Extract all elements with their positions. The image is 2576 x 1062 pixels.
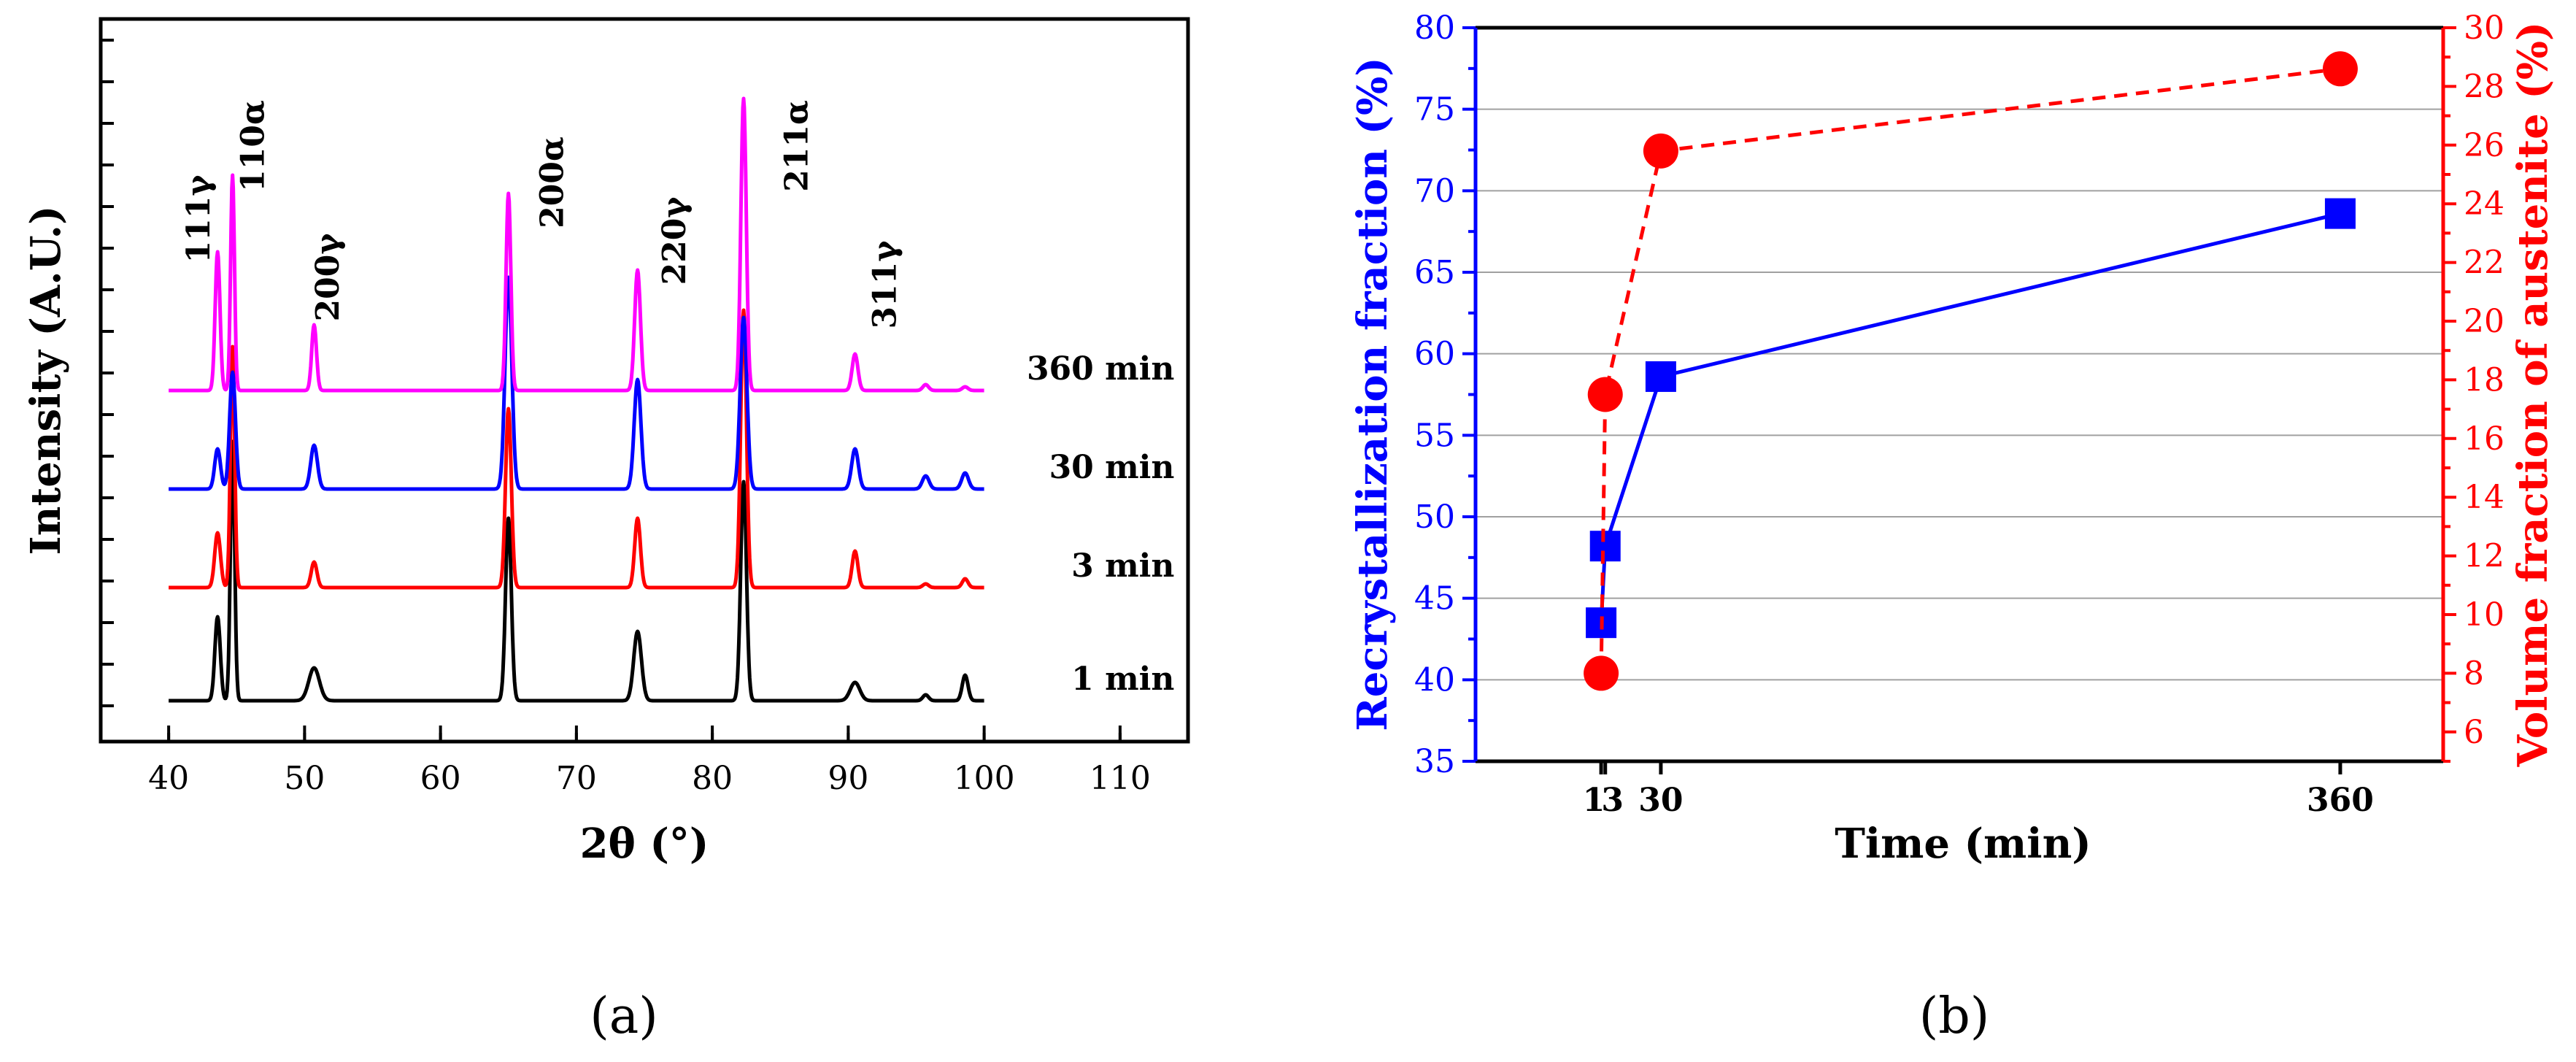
panel-a-series-label: 360 min: [1027, 350, 1174, 388]
panel-b-series-line-austenite: [1599, 66, 2341, 674]
panel-a-xrd-trace-0: [167, 439, 986, 703]
panel-b-left-ticks: 35 40 45 50 55 60 65 70 75 80: [1414, 9, 1476, 780]
panel-b-x-tick-label: 30: [1638, 782, 1683, 819]
panel-b-right-tick-label: 10: [2464, 596, 2504, 634]
panel-b-right-tick-label: 24: [2464, 185, 2504, 223]
panel-b-right-tick-label: 6: [2464, 714, 2484, 751]
panel-b-austenite-point: [1587, 377, 1623, 412]
panel-a-xrd-trace-2: [167, 275, 986, 491]
panel-b-left-tick-label: 55: [1414, 417, 1455, 454]
panel-b-recrystallization-point: [1645, 361, 1676, 392]
panel-a-x-tick-label: 90: [828, 760, 868, 797]
panel-a-x-tick-label: 80: [692, 760, 733, 797]
panel-b-left-tick-label: 60: [1414, 336, 1455, 373]
panel-b-right-tick-label: 22: [2464, 245, 2504, 282]
panel-a-peak-labels: 111γ 110α 200γ 200α 220γ 211α 311γ: [180, 100, 904, 328]
panel-b-gridlines: [1476, 108, 2443, 681]
panel-b-x-axis-title: Time (min): [1835, 820, 2091, 868]
panel-a-peak-label: 200α: [533, 136, 571, 228]
panel-a-peak-label: 311γ: [867, 240, 904, 329]
panel-b-series-line-recrystallization: [1599, 212, 2341, 623]
panel-a-x-tick-label: 50: [284, 760, 325, 797]
panel-b-left-tick-label: 50: [1414, 499, 1455, 536]
panel-b-x-tick-label: 3: [1601, 782, 1624, 819]
panel-b-series-group: [1584, 51, 2358, 691]
panel-b-right-tick-label: 20: [2464, 303, 2504, 340]
panel-a-series-group: [167, 96, 986, 703]
panel-a-series-label: 1 min: [1071, 661, 1174, 698]
panel-a-label: (a): [590, 988, 658, 1045]
panel-b-right-tick-label: 14: [2464, 479, 2504, 516]
panel-b-austenite-point: [2322, 51, 2358, 87]
panel-b-right-tick-label: 16: [2464, 420, 2504, 458]
panel-b-x-ticks: 13 30 360: [1583, 761, 2374, 819]
panel-b-left-tick-label: 70: [1414, 172, 1455, 209]
panel-a-series-label: 30 min: [1049, 449, 1175, 486]
panel-a-series-label: 3 min: [1071, 547, 1174, 585]
panel-b-y2-axis-title: Volume fraction of austenite (%): [2509, 22, 2557, 768]
panel-b-recrystallization-point: [1589, 531, 1621, 562]
panel-b-right-tick-label: 30: [2464, 9, 2504, 47]
panel-a-peak-label: 111γ: [180, 174, 217, 263]
panel-a-x-axis-title: 2θ (°): [580, 820, 709, 868]
panel-a-xrd-trace-3: [167, 96, 986, 393]
panel-b-right-tick-label: 12: [2464, 538, 2504, 575]
panel-b-time-chart: 35 40 45 50 55 60 65 70 75 80 6 8 10 12 14 16 18 20 22 24 2…: [1349, 9, 2557, 1045]
panel-b-left-tick-label: 45: [1414, 580, 1455, 617]
panel-a-x-tick-label: 100: [954, 760, 1015, 797]
panel-b-x-tick-label: 360: [2307, 782, 2374, 819]
panel-b-x-tick-label: 1: [1583, 782, 1605, 819]
panel-b-austenite-point: [1584, 655, 1619, 691]
panel-a-x-tick-label: 60: [420, 760, 461, 797]
panel-a-xrd-chart: 40 50 60 70 80 90 100 110 111γ 110α 200γ 200α 220γ 2…: [22, 17, 1190, 1045]
panel-b-austenite-point: [1643, 133, 1678, 169]
panel-b-right-tick-label: 26: [2464, 127, 2504, 164]
panel-b-left-tick-label: 35: [1414, 743, 1455, 780]
panel-a-x-tick-label: 110: [1090, 760, 1151, 797]
panel-a-y-axis-title: Intensity (A.U.): [22, 206, 70, 555]
panel-a-peak-label: 200γ: [309, 233, 347, 322]
panel-b-left-tick-label: 80: [1414, 9, 1455, 47]
panel-a-peak-label: 211α: [779, 100, 816, 192]
panel-a-y-ticks: [101, 39, 114, 707]
panel-b-right-tick-label: 18: [2464, 361, 2504, 399]
panel-b-right-tick-label: 28: [2464, 68, 2504, 105]
panel-b-left-tick-label: 65: [1414, 254, 1455, 291]
panel-a-x-tick-label: 70: [556, 760, 597, 797]
panel-a-series-labels: 1 min 3 min 30 min 360 min: [1027, 350, 1174, 698]
panel-a-peak-label: 110α: [235, 100, 272, 192]
panel-b-recrystallization-point: [2324, 198, 2356, 229]
panel-a-x-ticks: 40 50 60 70 80 90 100 110: [148, 726, 1151, 797]
panel-b-right-tick-label: 8: [2464, 655, 2484, 692]
panel-a-plot-frame: [99, 17, 1190, 744]
panel-a-x-tick-label: 40: [148, 760, 189, 797]
panel-b-right-ticks: 6 8 10 12 14 16 18 20 22 24 26 28 30: [2443, 9, 2504, 763]
panel-a-xrd-trace-1: [167, 308, 986, 590]
panel-a-peak-label: 220γ: [656, 196, 693, 285]
panel-b-left-tick-label: 40: [1414, 661, 1455, 699]
panel-b-y-axis-title: Recrystallization fraction (%): [1349, 57, 1397, 731]
panel-b-left-tick-label: 75: [1414, 91, 1455, 128]
panel-b-label: (b): [1919, 988, 1990, 1045]
